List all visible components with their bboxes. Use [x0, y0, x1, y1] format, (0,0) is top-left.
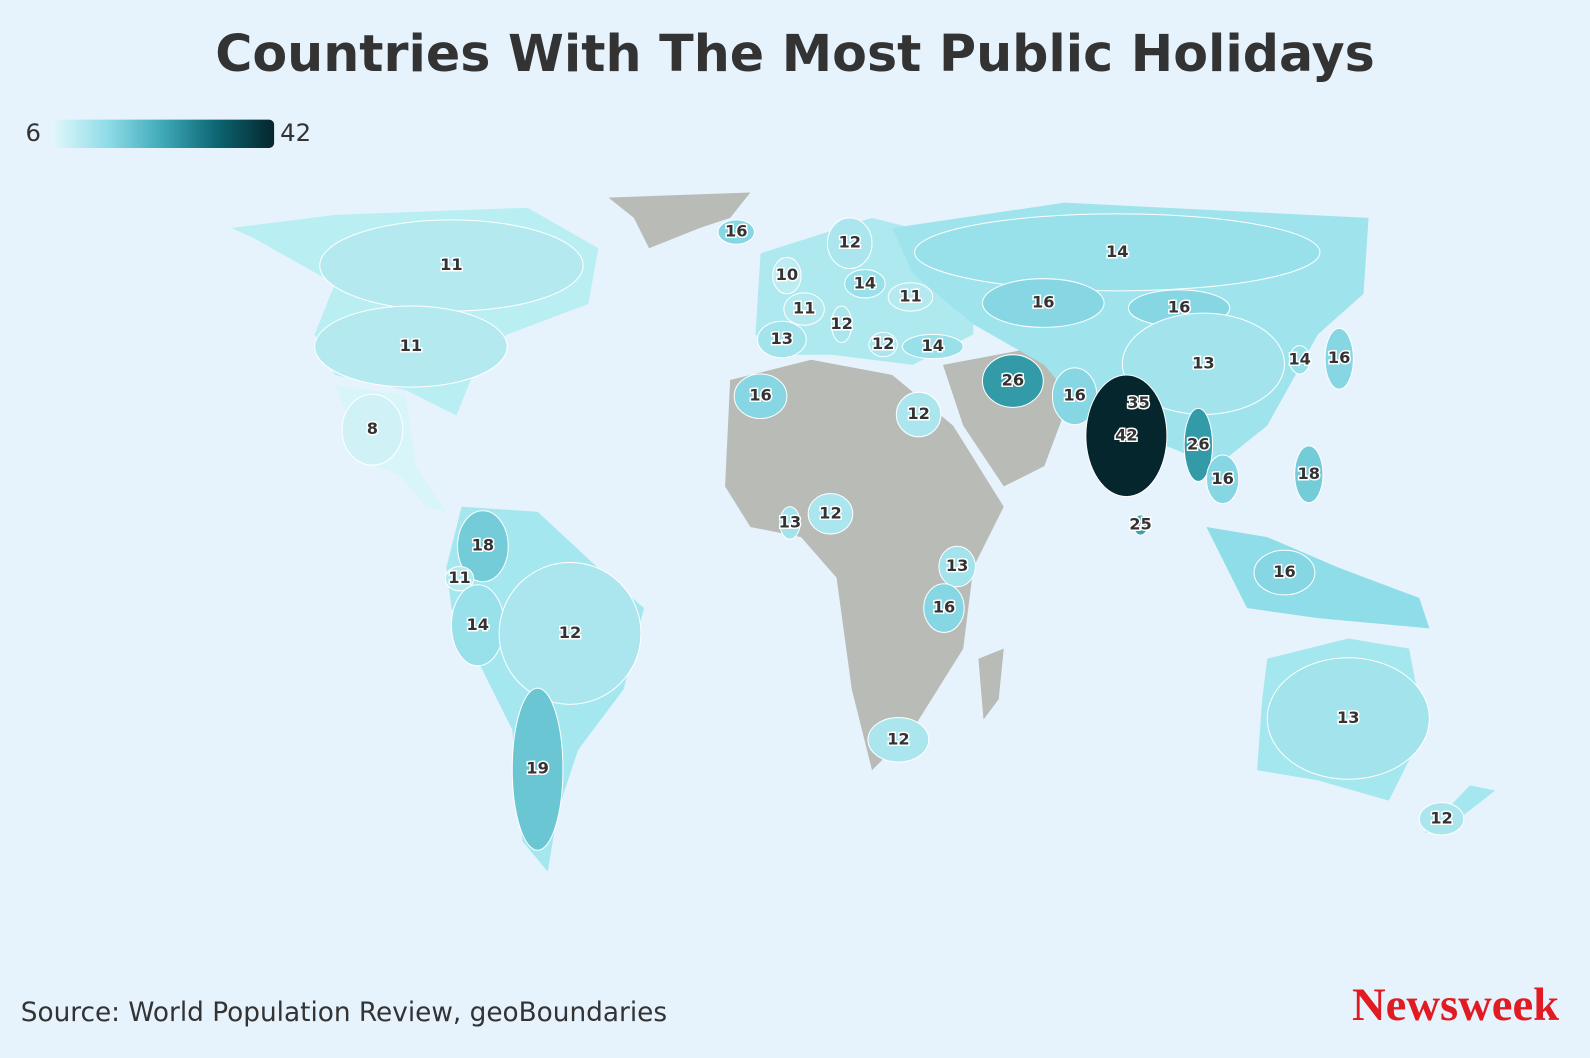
value-label: 16	[1168, 298, 1191, 317]
country-region	[981, 354, 1044, 408]
country-region	[901, 333, 964, 360]
country-region	[1289, 345, 1311, 375]
value-label: 12	[830, 314, 853, 333]
value-label: 16	[725, 222, 748, 241]
country-region	[498, 561, 642, 705]
madagascar	[978, 648, 1004, 720]
value-label: 12	[838, 233, 861, 252]
value-label: 14	[467, 615, 490, 634]
country-region	[1132, 514, 1149, 536]
africa	[725, 359, 1004, 771]
country-region	[314, 305, 508, 388]
value-label: 11	[793, 299, 816, 318]
value-label: 13	[1192, 353, 1215, 372]
country-region	[895, 391, 942, 438]
value-label: 13	[771, 329, 794, 348]
value-label: 13	[946, 556, 969, 575]
country-region	[807, 493, 854, 535]
country-region	[457, 510, 509, 583]
country-region	[717, 219, 755, 245]
value-label: 26	[1002, 371, 1025, 390]
country-region	[1205, 454, 1240, 505]
value-label: 14	[854, 273, 877, 292]
country-region	[783, 292, 825, 326]
country-region	[1418, 802, 1465, 836]
value-label: 25	[1129, 514, 1152, 533]
country-region	[779, 506, 801, 540]
value-label: 16	[1063, 386, 1086, 405]
country-region	[914, 213, 1321, 292]
chart-title: Countries With The Most Public Holidays	[215, 24, 1375, 83]
value-label: 8	[367, 419, 378, 438]
value-label: 11	[899, 286, 922, 305]
country-region	[867, 716, 930, 763]
country-region	[511, 687, 564, 851]
value-label: 16	[933, 598, 956, 617]
scale-max-label: 42	[280, 118, 311, 147]
value-label: 11	[448, 568, 471, 587]
country-region	[733, 373, 788, 420]
country-region	[756, 320, 807, 359]
color-scale	[51, 119, 275, 148]
value-label: 35	[1127, 393, 1150, 412]
country-region	[938, 545, 976, 588]
country-region	[844, 269, 886, 299]
country-region	[1085, 374, 1168, 498]
greenland	[608, 192, 751, 249]
brand-logo: Newsweek	[1352, 979, 1559, 1031]
regions	[314, 213, 1465, 851]
value-label: 12	[819, 503, 842, 522]
value-label: 13	[779, 512, 802, 531]
country-region	[772, 256, 802, 295]
value-label: 14	[1288, 349, 1311, 368]
country-region	[1266, 657, 1430, 780]
value-label: 16	[1211, 469, 1234, 488]
value-label: 16	[749, 386, 772, 405]
value-label: 16	[1273, 562, 1296, 581]
country-region	[1253, 549, 1316, 596]
value-label: 12	[887, 729, 910, 748]
value-label: 42	[1115, 425, 1138, 444]
country-region	[830, 305, 853, 344]
value-label: 12	[559, 623, 582, 642]
value-label: 18	[1298, 464, 1321, 483]
scale-min-label: 6	[26, 118, 41, 147]
country-region	[341, 393, 404, 466]
value-label: 11	[440, 255, 463, 274]
value-label: 19	[526, 759, 549, 778]
country-region	[981, 278, 1105, 328]
country-region	[1324, 327, 1354, 390]
country-region	[1183, 407, 1214, 482]
value-label: 16	[1328, 348, 1351, 367]
value-label: 12	[1430, 808, 1453, 827]
country-region	[444, 565, 475, 592]
value-label: 10	[776, 265, 799, 284]
source-note: Source: World Population Review, geoBoun…	[21, 998, 667, 1028]
value-label: 14	[922, 336, 945, 355]
labels: 16 11 11 8 12 10 14 11 11 12 13 12 14 16 12 14 16 16 13 14 1…	[365, 220, 1454, 829]
country-region	[868, 331, 898, 358]
value-label: 12	[872, 334, 895, 353]
country-region	[887, 282, 934, 312]
value-label: 11	[400, 336, 423, 355]
value-label: 26	[1187, 434, 1210, 453]
value-label: 14	[1106, 242, 1129, 261]
value-label: 13	[1337, 708, 1360, 727]
country-region	[1294, 445, 1324, 504]
value-label: 18	[472, 536, 495, 555]
southeast-asia	[1206, 526, 1430, 629]
country-region	[923, 583, 965, 633]
country-region	[826, 217, 873, 270]
value-label: 16	[1032, 293, 1055, 312]
value-label: 12	[907, 404, 930, 423]
